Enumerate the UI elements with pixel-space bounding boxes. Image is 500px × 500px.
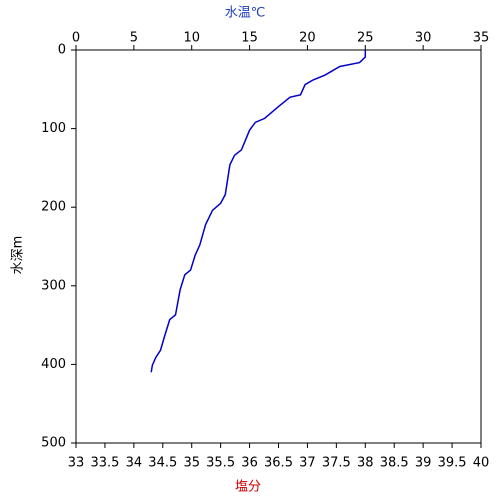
x-tick-label: 5 xyxy=(130,31,138,46)
x2-tick-label: 40 xyxy=(473,456,490,471)
x2-tick-label: 35 xyxy=(183,456,200,471)
y-axis-title: 水深m xyxy=(11,236,26,275)
x2-tick-label: 36.5 xyxy=(264,456,293,471)
x-tick-label: 25 xyxy=(357,31,374,46)
x2-tick-label: 35.5 xyxy=(206,456,235,471)
x2-tick-label: 39.5 xyxy=(438,456,467,471)
x-tick-label: 30 xyxy=(415,31,432,46)
x-tick-label: 10 xyxy=(183,31,200,46)
x-axis-title: 水温℃ xyxy=(225,6,266,21)
x2-tick-label: 34.5 xyxy=(148,456,177,471)
y-tick-label: 400 xyxy=(41,357,66,372)
x2-axis-title: 塩分 xyxy=(235,480,261,495)
y-tick-label: 0 xyxy=(58,43,66,58)
x-tick-label: 20 xyxy=(299,31,316,46)
y-tick-label: 100 xyxy=(41,121,66,136)
x2-tick-label: 38.5 xyxy=(380,456,409,471)
x-tick-label: 0 xyxy=(72,31,80,46)
x2-tick-label: 33.5 xyxy=(90,456,119,471)
x2-tick-label: 38 xyxy=(357,456,374,471)
x2-tick-label: 37 xyxy=(299,456,316,471)
y-tick-label: 300 xyxy=(41,278,66,293)
y-tick-label: 200 xyxy=(41,200,66,215)
x2-tick-label: 39 xyxy=(415,456,432,471)
x-tick-label: 15 xyxy=(241,31,258,46)
x2-tick-label: 33 xyxy=(68,456,85,471)
y-tick-label: 500 xyxy=(41,436,66,451)
x-tick-label: 35 xyxy=(473,31,490,46)
x2-tick-label: 34 xyxy=(126,456,143,471)
data-line xyxy=(150,50,367,373)
x2-tick-label: 37.5 xyxy=(322,456,351,471)
x2-tick-label: 36 xyxy=(241,456,258,471)
plot-frame xyxy=(75,49,482,444)
